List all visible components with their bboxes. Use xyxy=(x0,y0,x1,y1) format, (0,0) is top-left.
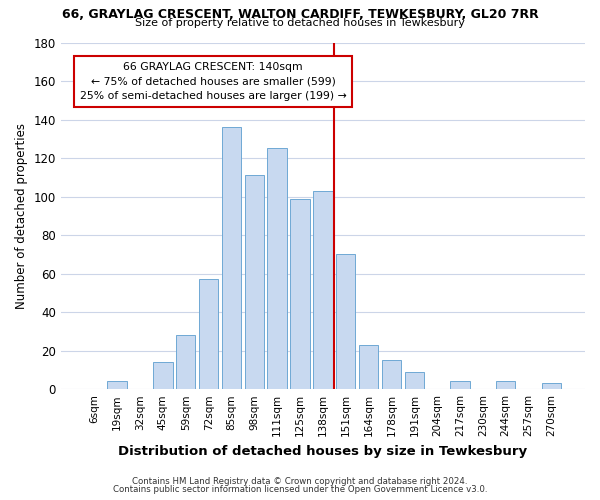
Bar xyxy=(199,280,218,389)
Bar xyxy=(222,127,241,389)
Bar xyxy=(382,360,401,389)
Y-axis label: Number of detached properties: Number of detached properties xyxy=(15,123,28,309)
Bar xyxy=(542,384,561,389)
Bar xyxy=(245,176,264,389)
Text: 66, GRAYLAG CRESCENT, WALTON CARDIFF, TEWKESBURY, GL20 7RR: 66, GRAYLAG CRESCENT, WALTON CARDIFF, TE… xyxy=(62,8,538,20)
Text: Contains HM Land Registry data © Crown copyright and database right 2024.: Contains HM Land Registry data © Crown c… xyxy=(132,477,468,486)
Bar xyxy=(290,198,310,389)
Bar xyxy=(451,382,470,389)
Text: Contains public sector information licensed under the Open Government Licence v3: Contains public sector information licen… xyxy=(113,485,487,494)
Bar xyxy=(404,372,424,389)
Bar xyxy=(176,336,196,389)
Bar xyxy=(313,191,332,389)
Bar xyxy=(496,382,515,389)
Bar xyxy=(336,254,355,389)
Text: Size of property relative to detached houses in Tewkesbury: Size of property relative to detached ho… xyxy=(135,18,465,28)
X-axis label: Distribution of detached houses by size in Tewkesbury: Distribution of detached houses by size … xyxy=(118,444,527,458)
Text: 66 GRAYLAG CRESCENT: 140sqm
← 75% of detached houses are smaller (599)
25% of se: 66 GRAYLAG CRESCENT: 140sqm ← 75% of det… xyxy=(80,62,347,102)
Bar xyxy=(153,362,173,389)
Bar xyxy=(107,382,127,389)
Bar xyxy=(268,148,287,389)
Bar xyxy=(359,345,379,389)
